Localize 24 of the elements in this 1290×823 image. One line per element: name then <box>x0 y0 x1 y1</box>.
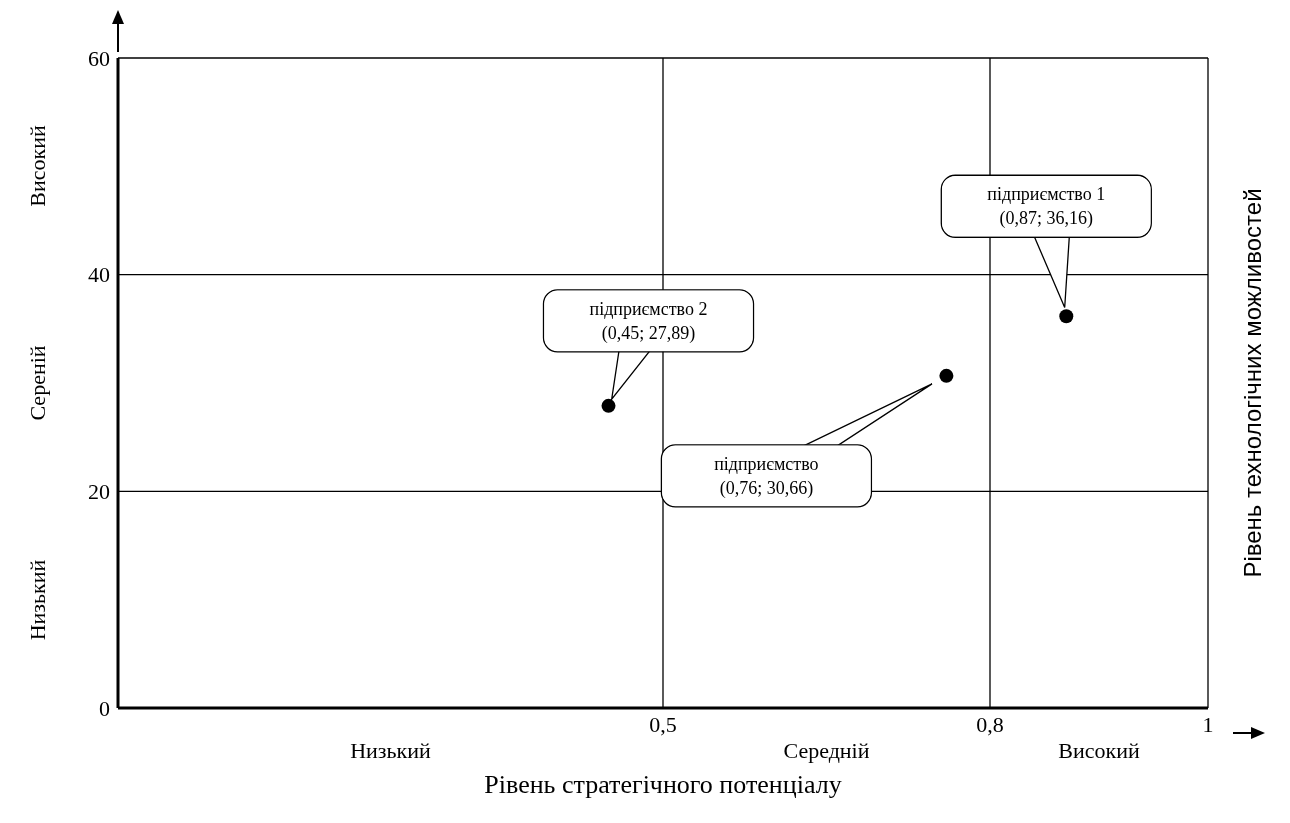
point <box>939 368 954 383</box>
point <box>601 398 616 413</box>
x-axis-title: Рівень стратегічного потенціалу <box>483 770 843 800</box>
x-tick-label: 0,5 <box>649 711 677 737</box>
y-tick-label: 60 <box>88 45 110 71</box>
x-tick-label: 1 <box>1202 711 1214 737</box>
data-label: (0,76; 30,66) <box>719 477 814 499</box>
text: Середній <box>782 738 871 764</box>
data-label: (0,45; 27,89) <box>601 322 696 344</box>
y-axis-title: Рівень технологічних можливостей <box>1239 187 1267 580</box>
text: підприємство 2 <box>589 298 708 319</box>
data-label: (0,87; 36,16) <box>999 208 1094 230</box>
text: підприємство 1 <box>987 184 1106 205</box>
y-tick-label: 0 <box>99 695 110 721</box>
text: Високий <box>25 124 51 210</box>
text: Сереній <box>25 344 51 423</box>
y-tick-label: 20 <box>88 479 110 505</box>
text: Високий <box>1057 738 1141 764</box>
text: підприємство <box>714 453 819 474</box>
y-tick-label: 40 <box>88 262 110 288</box>
point <box>1059 309 1074 324</box>
x-tick-label: 0,8 <box>976 711 1004 737</box>
text: Низький <box>349 738 432 764</box>
text: Низький <box>25 558 51 642</box>
